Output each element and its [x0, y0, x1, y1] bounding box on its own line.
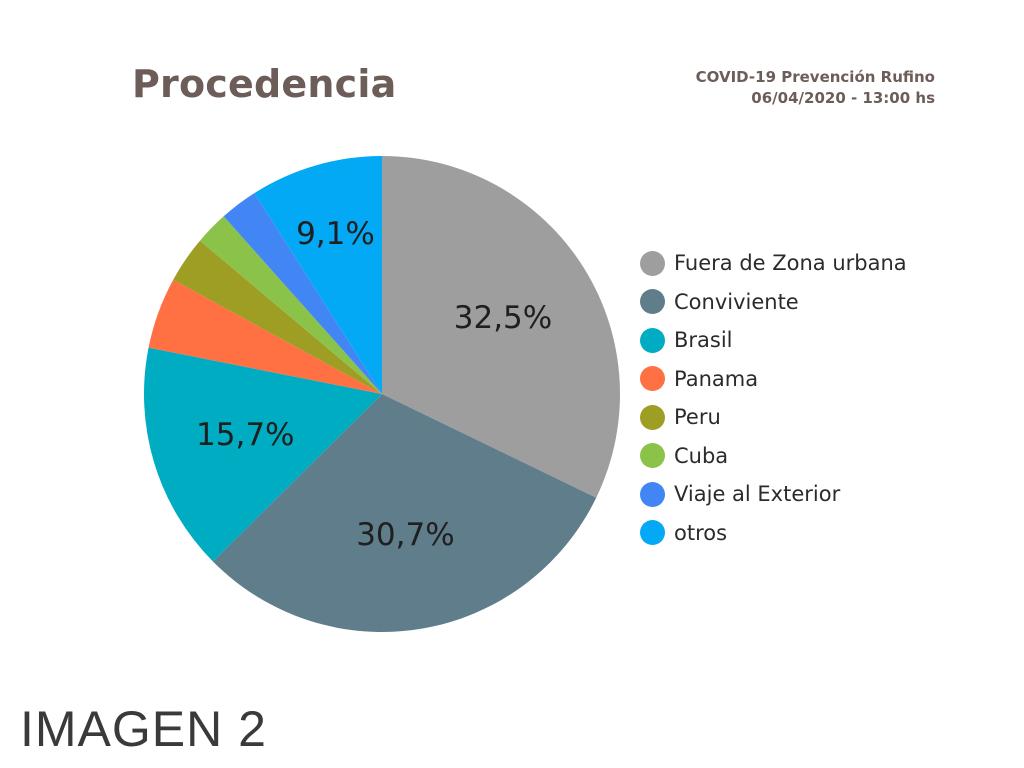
legend-item: otros: [640, 514, 907, 553]
legend-swatch: [640, 443, 665, 469]
legend-label: Panama: [674, 366, 759, 391]
pie-slice-cuba: [199, 216, 382, 394]
legend-label: Viaje al Exterior: [674, 482, 841, 507]
legend-swatch: [640, 250, 665, 276]
legend-item: Fuera de Zona urbana: [640, 244, 907, 283]
legend-label: Peru: [674, 405, 721, 430]
legend-swatch: [640, 366, 665, 392]
legend-swatch: [640, 481, 665, 507]
legend-item: Viaje al Exterior: [640, 475, 907, 514]
source-line-date: 06/04/2020 - 13:00 hs: [751, 89, 935, 107]
legend-item: Conviviente: [640, 283, 907, 322]
legend-label: Brasil: [674, 328, 733, 353]
legend-label: Conviviente: [674, 289, 799, 314]
legend-item: Cuba: [640, 437, 907, 476]
legend-item: Peru: [640, 398, 907, 437]
pie-slice-panama: [148, 279, 382, 394]
pie-slice-brasil: [143, 347, 382, 562]
legend-swatch: [640, 289, 665, 315]
legend-swatch: [640, 327, 665, 353]
legend-swatch: [640, 520, 665, 546]
source-line-org: COVID-19 Prevención Rufino: [695, 68, 935, 86]
pie-slice-fuera-de-zona-urbana: [382, 156, 620, 498]
chart-title: Procedencia: [132, 62, 397, 106]
legend-label: Cuba: [674, 443, 729, 468]
pie-slice-otros: [254, 156, 382, 394]
pie-slice-conviviente: [212, 394, 597, 633]
legend-item: Brasil: [640, 321, 907, 360]
pie-slice-peru: [173, 240, 382, 394]
chart-legend: Fuera de Zona urbana Conviviente Brasil Pan…: [640, 244, 907, 552]
slice-value-label: 9,1%: [296, 216, 375, 252]
legend-item: Panama: [640, 360, 907, 399]
legend-label: Fuera de Zona urbana: [674, 251, 907, 276]
image-caption: IMAGEN 2: [20, 701, 267, 757]
pie-slice-viaje-al-exterior: [223, 193, 382, 394]
slice-value-label: 30,7%: [356, 517, 454, 553]
legend-label: otros: [674, 520, 728, 545]
legend-swatch: [640, 404, 665, 430]
source-info: COVID-19 Prevención Rufino 06/04/2020 - …: [696, 67, 935, 109]
slice-value-label: 15,7%: [196, 417, 294, 453]
slice-value-label: 32,5%: [454, 300, 552, 336]
